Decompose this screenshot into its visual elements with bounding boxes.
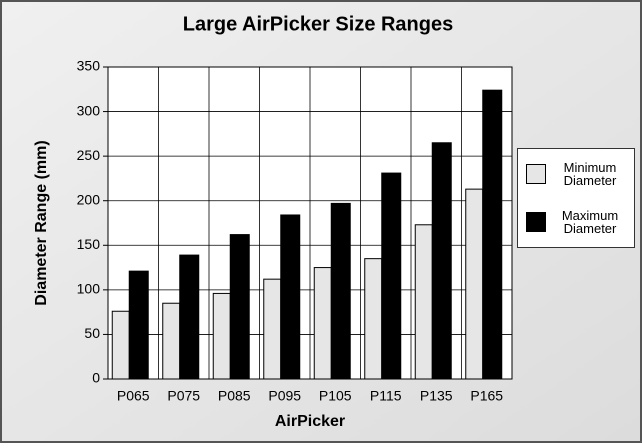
y-tick-label: 50 [84,325,100,341]
bar [263,278,282,380]
legend-label: Maximum Diameter [561,208,619,236]
bar [482,89,503,380]
legend-label: Minimum Diameter [563,160,617,188]
legend-swatch [526,212,546,232]
bar [364,258,383,380]
bar [465,188,484,380]
chart-title: Large AirPicker Size Ranges [183,13,454,35]
bar [381,172,402,380]
y-tick-label: 150 [77,236,101,252]
bar [212,292,231,380]
x-tick-label: P165 [470,388,503,404]
bar [280,214,301,380]
legend-swatch [526,164,546,184]
bar [128,270,149,380]
x-tick-label: P085 [218,388,251,404]
legend-item: Maximum Diameter [526,209,626,235]
y-axis-label: Diameter Range (mm) [33,140,50,305]
x-tick-label: P105 [319,388,352,404]
x-tick-label: P135 [420,388,453,404]
x-axis-label: AirPicker [275,413,345,430]
bar [414,224,433,380]
y-tick-label: 250 [77,147,101,163]
bar [179,254,200,380]
bar [111,310,130,380]
bar [162,302,181,380]
bar [330,202,351,380]
x-tick-label: P115 [370,388,402,404]
x-tick-label: P065 [117,388,150,404]
x-tick-label: P095 [268,388,301,404]
y-tick-label: 350 [77,58,101,74]
bar [431,142,452,380]
x-tick-label: P075 [167,388,200,404]
bar [229,234,250,380]
bar [313,267,332,380]
y-tick-label: 100 [77,281,101,297]
legend-item: Minimum Diameter [526,161,626,187]
y-tick-label: 0 [92,370,100,386]
plot-border [107,66,513,380]
y-tick-label: 300 [77,102,101,118]
y-tick-label: 200 [77,191,101,207]
legend: Minimum Diameter Maximum Diameter [517,148,635,248]
